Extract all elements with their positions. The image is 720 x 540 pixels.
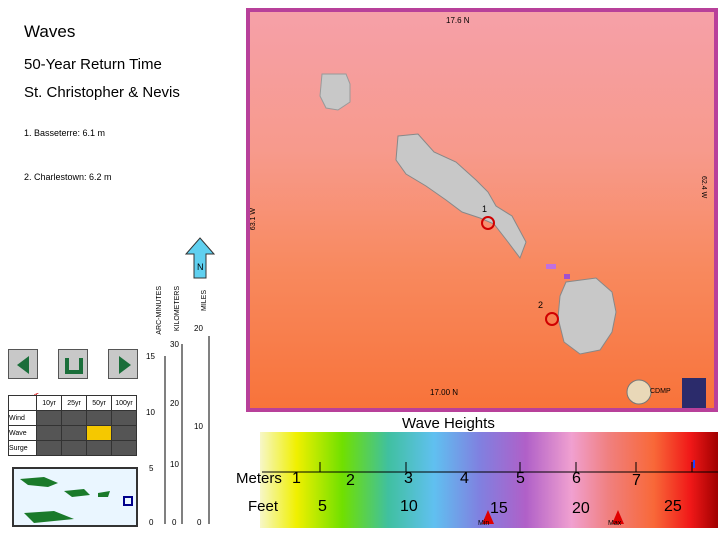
caribbean-overview-map[interactable] bbox=[12, 467, 138, 527]
km-tick: 20 bbox=[170, 399, 179, 408]
mile-tick: 10 bbox=[194, 422, 203, 431]
arc-tick: 0 bbox=[149, 518, 154, 527]
site-marker-1[interactable] bbox=[481, 216, 495, 230]
period-10yr[interactable]: 10yr bbox=[36, 395, 62, 411]
marker-1-label: 1 bbox=[482, 204, 488, 214]
mile-tick: 20 bbox=[194, 324, 203, 333]
meter-tick: 5 bbox=[516, 470, 525, 487]
hazard-selector-grid: 10yr 25yr 50yr 100yr Wind Wave Surge bbox=[8, 395, 137, 456]
cell-wind-10yr[interactable] bbox=[36, 410, 62, 426]
lat-top-label: 17.6 N bbox=[446, 16, 470, 25]
cell-wave-10yr[interactable] bbox=[36, 425, 62, 441]
feet-tick: 15 bbox=[490, 500, 508, 517]
row-label-surge: Surge bbox=[8, 440, 37, 456]
cell-wave-50yr[interactable] bbox=[86, 425, 112, 441]
site-label-basseterre: 1. Basseterre: 6.1 m bbox=[24, 128, 106, 138]
meter-tick: 4 bbox=[460, 470, 469, 487]
site-marker-2[interactable] bbox=[545, 312, 559, 326]
cell-surge-10yr[interactable] bbox=[36, 440, 62, 456]
lat-bottom-label: 17.00 N bbox=[430, 388, 459, 397]
feet-tick: 5 bbox=[318, 498, 327, 515]
km-tick: 0 bbox=[172, 518, 177, 527]
cell-surge-25yr[interactable] bbox=[61, 440, 87, 456]
cell-wind-50yr[interactable] bbox=[86, 410, 112, 426]
cell-wind-100yr[interactable] bbox=[111, 410, 137, 426]
shoal-mark bbox=[564, 274, 570, 279]
north-arrow-icon bbox=[184, 237, 216, 279]
feet-tick: 20 bbox=[572, 500, 590, 517]
island-north bbox=[319, 73, 351, 111]
km-tick: 30 bbox=[170, 340, 179, 349]
period-100yr[interactable]: 100yr bbox=[111, 395, 137, 411]
period-50yr[interactable]: 50yr bbox=[86, 395, 112, 411]
arc-tick: 10 bbox=[146, 408, 155, 417]
scale-arc-minutes-label: ARC-MINUTES bbox=[156, 286, 163, 335]
feet-label: Feet bbox=[248, 498, 279, 515]
place-name: St. Christopher & Nevis bbox=[24, 84, 180, 101]
compass-logo bbox=[626, 379, 652, 405]
cell-surge-100yr[interactable] bbox=[111, 440, 137, 456]
scale-miles-label: MILES bbox=[201, 290, 208, 312]
cell-wave-100yr[interactable] bbox=[111, 425, 137, 441]
arc-tick: 15 bbox=[146, 352, 155, 361]
meter-tick: 6 bbox=[572, 470, 581, 487]
shoal-mark bbox=[546, 264, 556, 269]
legend-color-bar bbox=[260, 432, 718, 528]
max-marker-icon bbox=[612, 510, 624, 524]
feet-tick: 10 bbox=[400, 498, 418, 515]
meter-tick: 2 bbox=[346, 472, 355, 489]
next-button[interactable] bbox=[108, 349, 138, 379]
cell-wind-25yr[interactable] bbox=[61, 410, 87, 426]
scale-bars bbox=[164, 336, 210, 524]
meter-tick: 3 bbox=[404, 470, 413, 487]
meter-tick: 7 bbox=[632, 472, 641, 489]
org-label: CDMP bbox=[650, 388, 671, 395]
home-button[interactable] bbox=[58, 349, 88, 379]
page-subtitle: 50-Year Return Time bbox=[24, 56, 162, 73]
mile-tick: 0 bbox=[197, 518, 202, 527]
lon-right-label: 62.4 W bbox=[700, 176, 707, 199]
island-nevis bbox=[557, 277, 617, 355]
prev-button[interactable] bbox=[8, 349, 38, 379]
legend-title: Wave Heights bbox=[402, 415, 495, 432]
north-label: N bbox=[197, 262, 204, 272]
wave-height-legend: Meters Feet 1 2 3 4 5 6 7 5 10 15 20 25 … bbox=[236, 432, 718, 528]
control-panel: SELECT 10yr 25yr 50yr 100yr Wind Wave Su… bbox=[8, 345, 143, 535]
map-canvas bbox=[250, 12, 714, 408]
feet-tick: 25 bbox=[664, 498, 682, 515]
page-title: Waves bbox=[24, 22, 76, 41]
flag-logo bbox=[682, 378, 706, 408]
period-25yr[interactable]: 25yr bbox=[61, 395, 87, 411]
site-label-charlestown: 2. Charlestown: 6.2 m bbox=[24, 172, 112, 182]
marker-2-label: 2 bbox=[538, 300, 544, 310]
min-marker-icon bbox=[482, 510, 494, 524]
cell-surge-50yr[interactable] bbox=[86, 440, 112, 456]
km-tick: 10 bbox=[170, 460, 179, 469]
meter-tick: 1 bbox=[292, 470, 301, 487]
scale-km-label: KILOMETERS bbox=[174, 286, 181, 332]
arc-tick: 5 bbox=[149, 464, 154, 473]
lon-left-label: 63.1 W bbox=[250, 208, 257, 231]
island-st-kitts bbox=[395, 133, 527, 260]
row-label-wave: Wave bbox=[8, 425, 37, 441]
wave-height-map[interactable]: 17.6 N 17.00 N 1 2 CDMP bbox=[246, 8, 718, 412]
row-label-wind: Wind bbox=[8, 410, 37, 426]
cell-wave-25yr[interactable] bbox=[61, 425, 87, 441]
max-label: Max bbox=[608, 520, 622, 527]
min-label: Min bbox=[478, 520, 490, 527]
meters-label: Meters bbox=[236, 470, 282, 487]
